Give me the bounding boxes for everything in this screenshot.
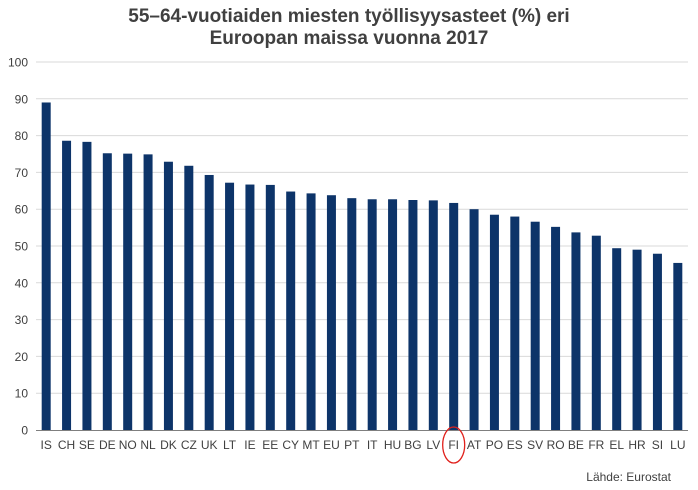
y-axis-tick-labels: 0 10 20 30 40 50 60 70 80 90 100	[8, 56, 28, 438]
x-tick-label: SE	[79, 438, 95, 452]
bar-be	[571, 232, 581, 430]
x-tick-label: EL	[609, 438, 624, 452]
highlight-layer	[442, 426, 466, 464]
y-tick-label: 70	[15, 166, 29, 180]
gridlines	[36, 61, 688, 394]
bar-ee	[265, 184, 275, 430]
x-tick-label: AT	[467, 438, 482, 452]
x-tick-label: PO	[486, 438, 503, 452]
bar-no	[123, 153, 133, 430]
bar-ro	[551, 226, 561, 430]
bar-eu	[326, 195, 336, 430]
bar-ch	[62, 140, 72, 430]
bars	[41, 102, 683, 431]
bar-bg	[408, 200, 418, 430]
bar-uk	[204, 174, 214, 430]
bar-es	[510, 216, 520, 430]
bar-it	[367, 199, 377, 430]
bar-lv	[428, 200, 438, 430]
x-tick-label: EE	[262, 438, 278, 452]
bar-mt	[306, 193, 316, 430]
source-note: Lähde: Eurostat	[586, 470, 671, 484]
x-tick-label: BE	[568, 438, 584, 452]
y-tick-label: 0	[21, 424, 28, 438]
x-tick-label: SV	[527, 438, 543, 452]
y-tick-label: 80	[15, 129, 29, 143]
chart-title-line-2: Euroopan maissa vuonna 2017	[209, 28, 489, 49]
bar-po	[489, 214, 499, 430]
bar-dk	[163, 161, 173, 430]
x-tick-label: NO	[119, 438, 137, 452]
x-tick-label: IS	[41, 438, 52, 452]
y-tick-label: 30	[15, 313, 29, 327]
chart-title-line-1: 55–64-vuotiaiden miesten työllisyysastee…	[128, 6, 570, 27]
y-tick-label: 90	[15, 92, 29, 106]
x-tick-label: MT	[302, 438, 320, 452]
bar-pt	[347, 198, 357, 430]
y-tick-label: 60	[15, 203, 29, 217]
bar-cy	[286, 191, 296, 430]
x-tick-label: DE	[99, 438, 116, 452]
x-tick-label: LV	[426, 438, 440, 452]
bar-lt	[225, 182, 235, 430]
x-tick-label: UK	[201, 438, 218, 452]
x-tick-label: FR	[588, 438, 604, 452]
y-tick-label: 40	[15, 276, 29, 290]
x-tick-label: PT	[344, 438, 360, 452]
x-tick-label: IT	[367, 438, 378, 452]
x-tick-label: FI	[448, 438, 459, 452]
bar-fi	[449, 202, 459, 430]
highlight-circle-fi	[442, 426, 466, 464]
bar-nl	[143, 154, 153, 431]
bar-sv	[530, 221, 540, 430]
bar-hu	[388, 199, 398, 430]
x-tick-label: NL	[140, 438, 156, 452]
x-tick-label: EU	[323, 438, 340, 452]
bar-at	[469, 209, 479, 430]
x-tick-label: CH	[58, 438, 75, 452]
bar-cz	[184, 165, 194, 430]
x-axis-tick-labels: IS CH SE DE NO NL DK CZ UK LT IE EE CY MT EU PT IT HU BG LV…	[41, 438, 686, 452]
y-tick-label: 100	[8, 56, 28, 70]
bar-fr	[591, 235, 601, 430]
x-tick-label: LU	[670, 438, 685, 452]
bar-de	[102, 153, 112, 430]
bar-se	[82, 141, 92, 430]
x-tick-label: SI	[652, 438, 663, 452]
x-tick-label: HU	[384, 438, 401, 452]
x-tick-label: CY	[282, 438, 299, 452]
chart-title: 55–64-vuotiaiden miesten työllisyysastee…	[0, 6, 698, 50]
x-tick-label: BG	[404, 438, 421, 452]
x-tick-label: IE	[244, 438, 255, 452]
bar-ie	[245, 184, 255, 430]
x-tick-label: HR	[628, 438, 646, 452]
x-tick-label: LT	[223, 438, 237, 452]
bar-is	[41, 102, 51, 430]
bar-el	[612, 248, 622, 430]
x-tick-label: DK	[160, 438, 177, 452]
bar-lu	[673, 262, 683, 430]
y-tick-label: 50	[15, 240, 29, 254]
bar-si	[652, 253, 662, 430]
x-tick-label: ES	[507, 438, 523, 452]
y-tick-label: 10	[15, 387, 29, 401]
y-tick-label: 20	[15, 350, 29, 364]
x-tick-label: RO	[547, 438, 565, 452]
bar-hr	[632, 249, 642, 430]
x-tick-label: CZ	[181, 438, 197, 452]
